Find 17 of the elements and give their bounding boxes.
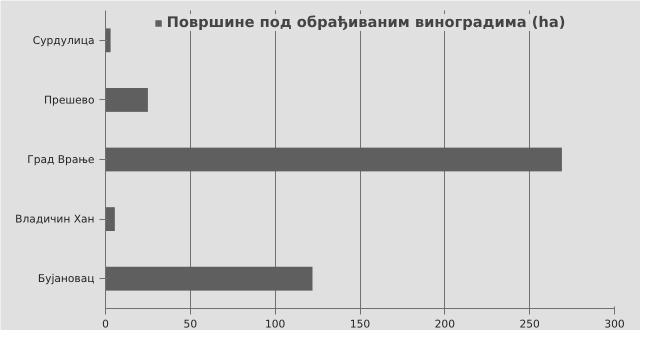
y-tick-label: Владичин Хан (15, 212, 95, 226)
bar (106, 88, 148, 112)
x-tick-label: 200 (434, 318, 456, 330)
bar (106, 148, 562, 172)
x-tick-label: 250 (519, 318, 540, 330)
x-tick-label: 300 (604, 318, 625, 330)
bar (106, 266, 312, 291)
y-tick-label: Град Врање (27, 153, 95, 166)
y-tick-label: Сурдулица (32, 34, 95, 47)
y-tick-label: Прешево (44, 93, 95, 106)
x-tick-label: 50 (184, 318, 198, 330)
x-tick-label: 0 (102, 318, 110, 330)
x-tick-label: 100 (264, 318, 286, 330)
legend-label: Површине под обрађиваним виноградима (ha) (166, 14, 566, 31)
bar (106, 207, 115, 232)
x-tick-label: 150 (350, 318, 370, 330)
y-tick-label: Бујановац (38, 272, 95, 286)
